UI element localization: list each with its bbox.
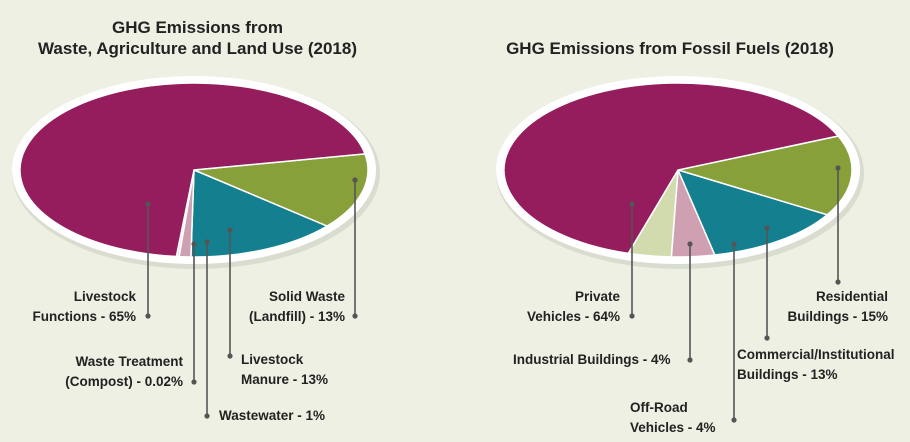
leader-dot [687,241,693,247]
leader-dot [629,201,635,207]
leader-dot [204,239,210,245]
leader-dot [204,413,210,419]
label-livestock-manure: Livestock Manure - 13% [241,352,329,387]
leader-dot [352,313,358,319]
leader-dot [764,335,770,341]
leader-dot [227,227,233,233]
pie-slice [676,168,829,256]
label-livestock-functions: Livestock Functions - 65% [32,289,136,324]
pie-slice [19,82,367,258]
label-solid-waste: Solid Waste (Landfill) - 13% [248,289,345,324]
chart1-title: GHG Emissions from Waste, Agriculture an… [20,17,375,59]
label-commercial-buildings: Commercial/Institutional Buildings - 13% [737,347,895,382]
leader-dot [191,241,197,247]
leader-dot [835,165,841,171]
label-off-road-vehicles: Off-Road Vehicles - 4% [630,400,716,435]
label-waste-treatment: Waste Treatment (Compost) - 0.02% [65,354,183,389]
label-private-vehicles: Private Vehicles - 64% [526,289,620,324]
leader-dot [687,357,693,363]
leader-dot [352,177,358,183]
pie-slice [677,135,853,216]
chart1-title-line2: Waste, Agriculture and Land Use (2018) [38,39,357,58]
leader-dot [764,225,770,231]
leader-dot [145,313,151,319]
leader-dot [227,353,233,359]
leader-dot [191,379,197,385]
chart2-title: GHG Emissions from Fossil Fuels (2018) [490,38,850,59]
label-industrial-buildings: Industrial Buildings - 4% [513,352,671,367]
chart2-title-line1: GHG Emissions from Fossil Fuels (2018) [506,39,834,58]
leader-dot [629,313,635,319]
label-residential-buildings: Residential Buildings - 15% [787,289,888,324]
leader-dot [731,417,737,423]
pie-slice [193,153,369,227]
leader-dot [145,201,151,207]
leader-dot [835,279,841,285]
chart1-title-line1: GHG Emissions from [112,18,283,37]
pie-slice [190,168,329,258]
label-wastewater: Wastewater - 1% [219,408,326,423]
pie-slice [503,82,840,255]
leader-dot [731,241,737,247]
